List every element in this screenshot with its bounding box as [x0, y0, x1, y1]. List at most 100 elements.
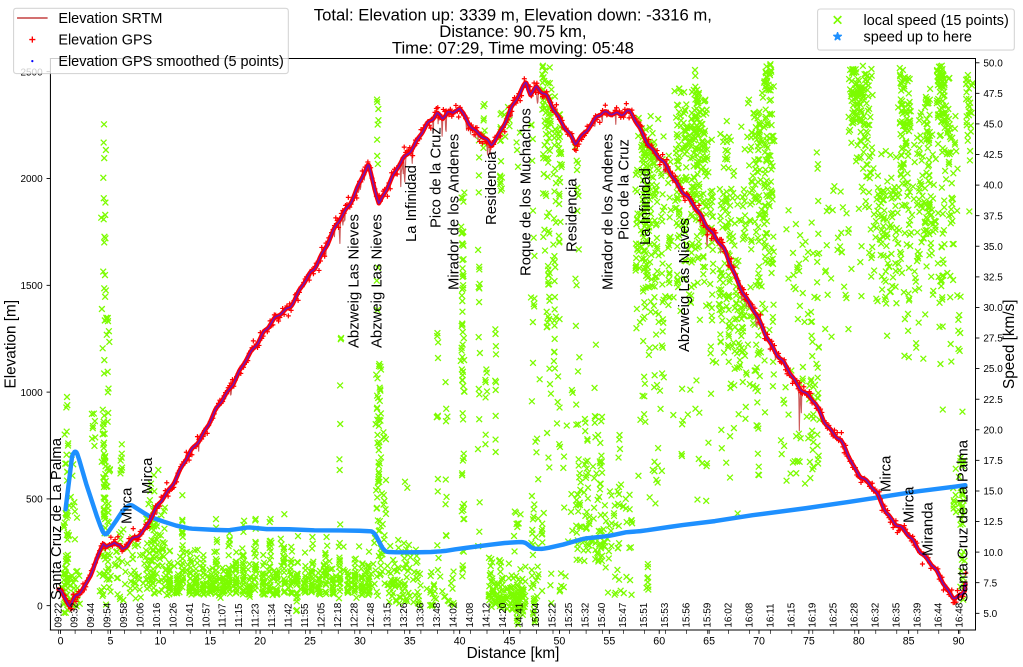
svg-text:10:16: 10:16 — [152, 602, 163, 627]
svg-text:Mirca: Mirca — [902, 486, 918, 523]
svg-text:16:19: 16:19 — [807, 602, 818, 627]
svg-text:65: 65 — [703, 635, 715, 647]
svg-text:10.0: 10.0 — [983, 548, 1003, 559]
svg-text:22.5: 22.5 — [983, 395, 1003, 406]
svg-text:16:15: 16:15 — [786, 602, 797, 627]
svg-text:15:59: 15:59 — [702, 602, 713, 627]
svg-text:10:26: 10:26 — [168, 602, 179, 627]
svg-text:09:32: 09:32 — [70, 602, 81, 627]
svg-text:Time: 07:29, Time moving: 05:4: Time: 07:29, Time moving: 05:48 — [392, 38, 634, 57]
svg-text:Elevation SRTM: Elevation SRTM — [58, 11, 162, 27]
svg-text:1000: 1000 — [20, 388, 43, 399]
svg-text:11:42: 11:42 — [283, 603, 294, 628]
svg-text:Roque de los Muchachos: Roque de los Muchachos — [518, 108, 534, 276]
svg-text:15:22: 15:22 — [548, 602, 559, 627]
svg-text:09:22: 09:22 — [53, 602, 64, 627]
svg-text:11:15: 11:15 — [234, 603, 245, 628]
svg-text:Miranda: Miranda — [921, 502, 937, 556]
svg-text:55: 55 — [603, 635, 615, 647]
svg-text:16:35: 16:35 — [891, 602, 902, 627]
svg-text:Elevation [m]: Elevation [m] — [3, 300, 20, 389]
svg-text:32.5: 32.5 — [983, 272, 1003, 283]
svg-text:45.0: 45.0 — [983, 120, 1003, 131]
svg-text:Abzweig Las Nieves: Abzweig Las Nieves — [369, 214, 385, 348]
svg-text:12:48: 12:48 — [366, 602, 377, 627]
svg-text:90: 90 — [953, 635, 965, 647]
svg-text:7.5: 7.5 — [983, 578, 997, 589]
svg-text:Mirca: Mirca — [119, 487, 135, 524]
svg-text:15:56: 15:56 — [681, 602, 692, 627]
svg-text:15:51: 15:51 — [639, 602, 650, 627]
svg-text:20: 20 — [254, 635, 266, 647]
svg-text:45: 45 — [504, 635, 516, 647]
svg-text:Mirca: Mirca — [140, 457, 156, 494]
svg-text:40.0: 40.0 — [983, 181, 1003, 192]
svg-text:10:57: 10:57 — [201, 602, 212, 627]
svg-text:42.5: 42.5 — [983, 150, 1003, 161]
svg-text:25: 25 — [304, 635, 316, 647]
svg-text:15: 15 — [204, 635, 216, 647]
svg-text:2000: 2000 — [20, 174, 43, 185]
svg-text:16:39: 16:39 — [912, 602, 923, 627]
svg-text:09:58: 09:58 — [119, 602, 130, 627]
svg-text:30.0: 30.0 — [983, 303, 1003, 314]
svg-text:Mirca: Mirca — [879, 455, 895, 492]
svg-text:1500: 1500 — [20, 281, 43, 292]
svg-text:15:47: 15:47 — [618, 602, 629, 627]
svg-text:09:44: 09:44 — [86, 602, 97, 627]
svg-text:Residencia: Residencia — [564, 178, 580, 252]
svg-text:12:18: 12:18 — [333, 602, 344, 627]
svg-text:50: 50 — [554, 635, 566, 647]
svg-text:La Infinidad: La Infinidad — [404, 165, 420, 242]
svg-text:Pico de la Cruz: Pico de la Cruz — [616, 139, 632, 240]
svg-text:10: 10 — [154, 635, 166, 647]
svg-text:Elevation GPS: Elevation GPS — [58, 33, 152, 49]
svg-text:Elevation GPS smoothed (5 poin: Elevation GPS smoothed (5 points) — [58, 54, 284, 70]
svg-text:80: 80 — [853, 635, 865, 647]
svg-text:12.5: 12.5 — [983, 517, 1003, 528]
svg-text:0: 0 — [37, 601, 43, 612]
svg-text:Abzweig Las Nieves: Abzweig Las Nieves — [677, 218, 693, 352]
svg-text:10:06: 10:06 — [136, 602, 147, 627]
svg-text:13:15: 13:15 — [382, 602, 393, 627]
svg-text:20.0: 20.0 — [983, 425, 1003, 436]
svg-text:16:44: 16:44 — [933, 602, 944, 627]
svg-text:14:08: 14:08 — [465, 602, 476, 627]
svg-text:40: 40 — [454, 635, 466, 647]
svg-text:13:36: 13:36 — [415, 602, 426, 627]
svg-text:09:54: 09:54 — [103, 602, 114, 627]
svg-text:Residencia: Residencia — [484, 151, 500, 225]
svg-text:Mirador de los Andenes: Mirador de los Andenes — [600, 134, 616, 290]
svg-text:25.0: 25.0 — [983, 364, 1003, 375]
svg-text:14:20: 14:20 — [498, 602, 509, 627]
svg-text:500: 500 — [26, 495, 43, 506]
svg-text:13:26: 13:26 — [399, 602, 410, 627]
svg-text:15:04: 15:04 — [531, 602, 542, 627]
svg-text:16:32: 16:32 — [870, 602, 881, 627]
svg-text:14:41: 14:41 — [515, 602, 526, 627]
svg-text:speed up to here: speed up to here — [864, 30, 972, 46]
svg-text:Distance: 90.75 km,: Distance: 90.75 km, — [439, 22, 586, 41]
svg-text:10:41: 10:41 — [185, 602, 196, 627]
svg-text:11:07: 11:07 — [218, 603, 229, 628]
svg-text:16:11: 16:11 — [765, 603, 776, 628]
svg-text:12:28: 12:28 — [349, 602, 360, 627]
svg-text:Abzweig Las Nieves: Abzweig Las Nieves — [347, 214, 363, 348]
svg-text:50.0: 50.0 — [983, 58, 1003, 69]
svg-text:local speed (15 points): local speed (15 points) — [864, 13, 1009, 29]
svg-text:Pico de la Cruz: Pico de la Cruz — [429, 127, 445, 228]
svg-text:16:48: 16:48 — [954, 602, 965, 627]
svg-text:5: 5 — [107, 635, 113, 647]
svg-text:15:32: 15:32 — [581, 602, 592, 627]
svg-text:16:28: 16:28 — [849, 602, 860, 627]
svg-text:0: 0 — [58, 635, 64, 647]
svg-text:27.5: 27.5 — [983, 334, 1003, 345]
svg-text:11:55: 11:55 — [300, 603, 311, 628]
svg-text:5.0: 5.0 — [983, 609, 997, 620]
svg-text:30: 30 — [354, 635, 366, 647]
svg-text:La Infinidad: La Infinidad — [638, 168, 654, 245]
svg-text:Total: Elevation up: 3339 m, E: Total: Elevation up: 3339 m, Elevation d… — [314, 5, 712, 24]
svg-text:Distance [km]: Distance [km] — [467, 645, 560, 662]
svg-text:13:48: 13:48 — [432, 602, 443, 627]
svg-text:60: 60 — [653, 635, 665, 647]
